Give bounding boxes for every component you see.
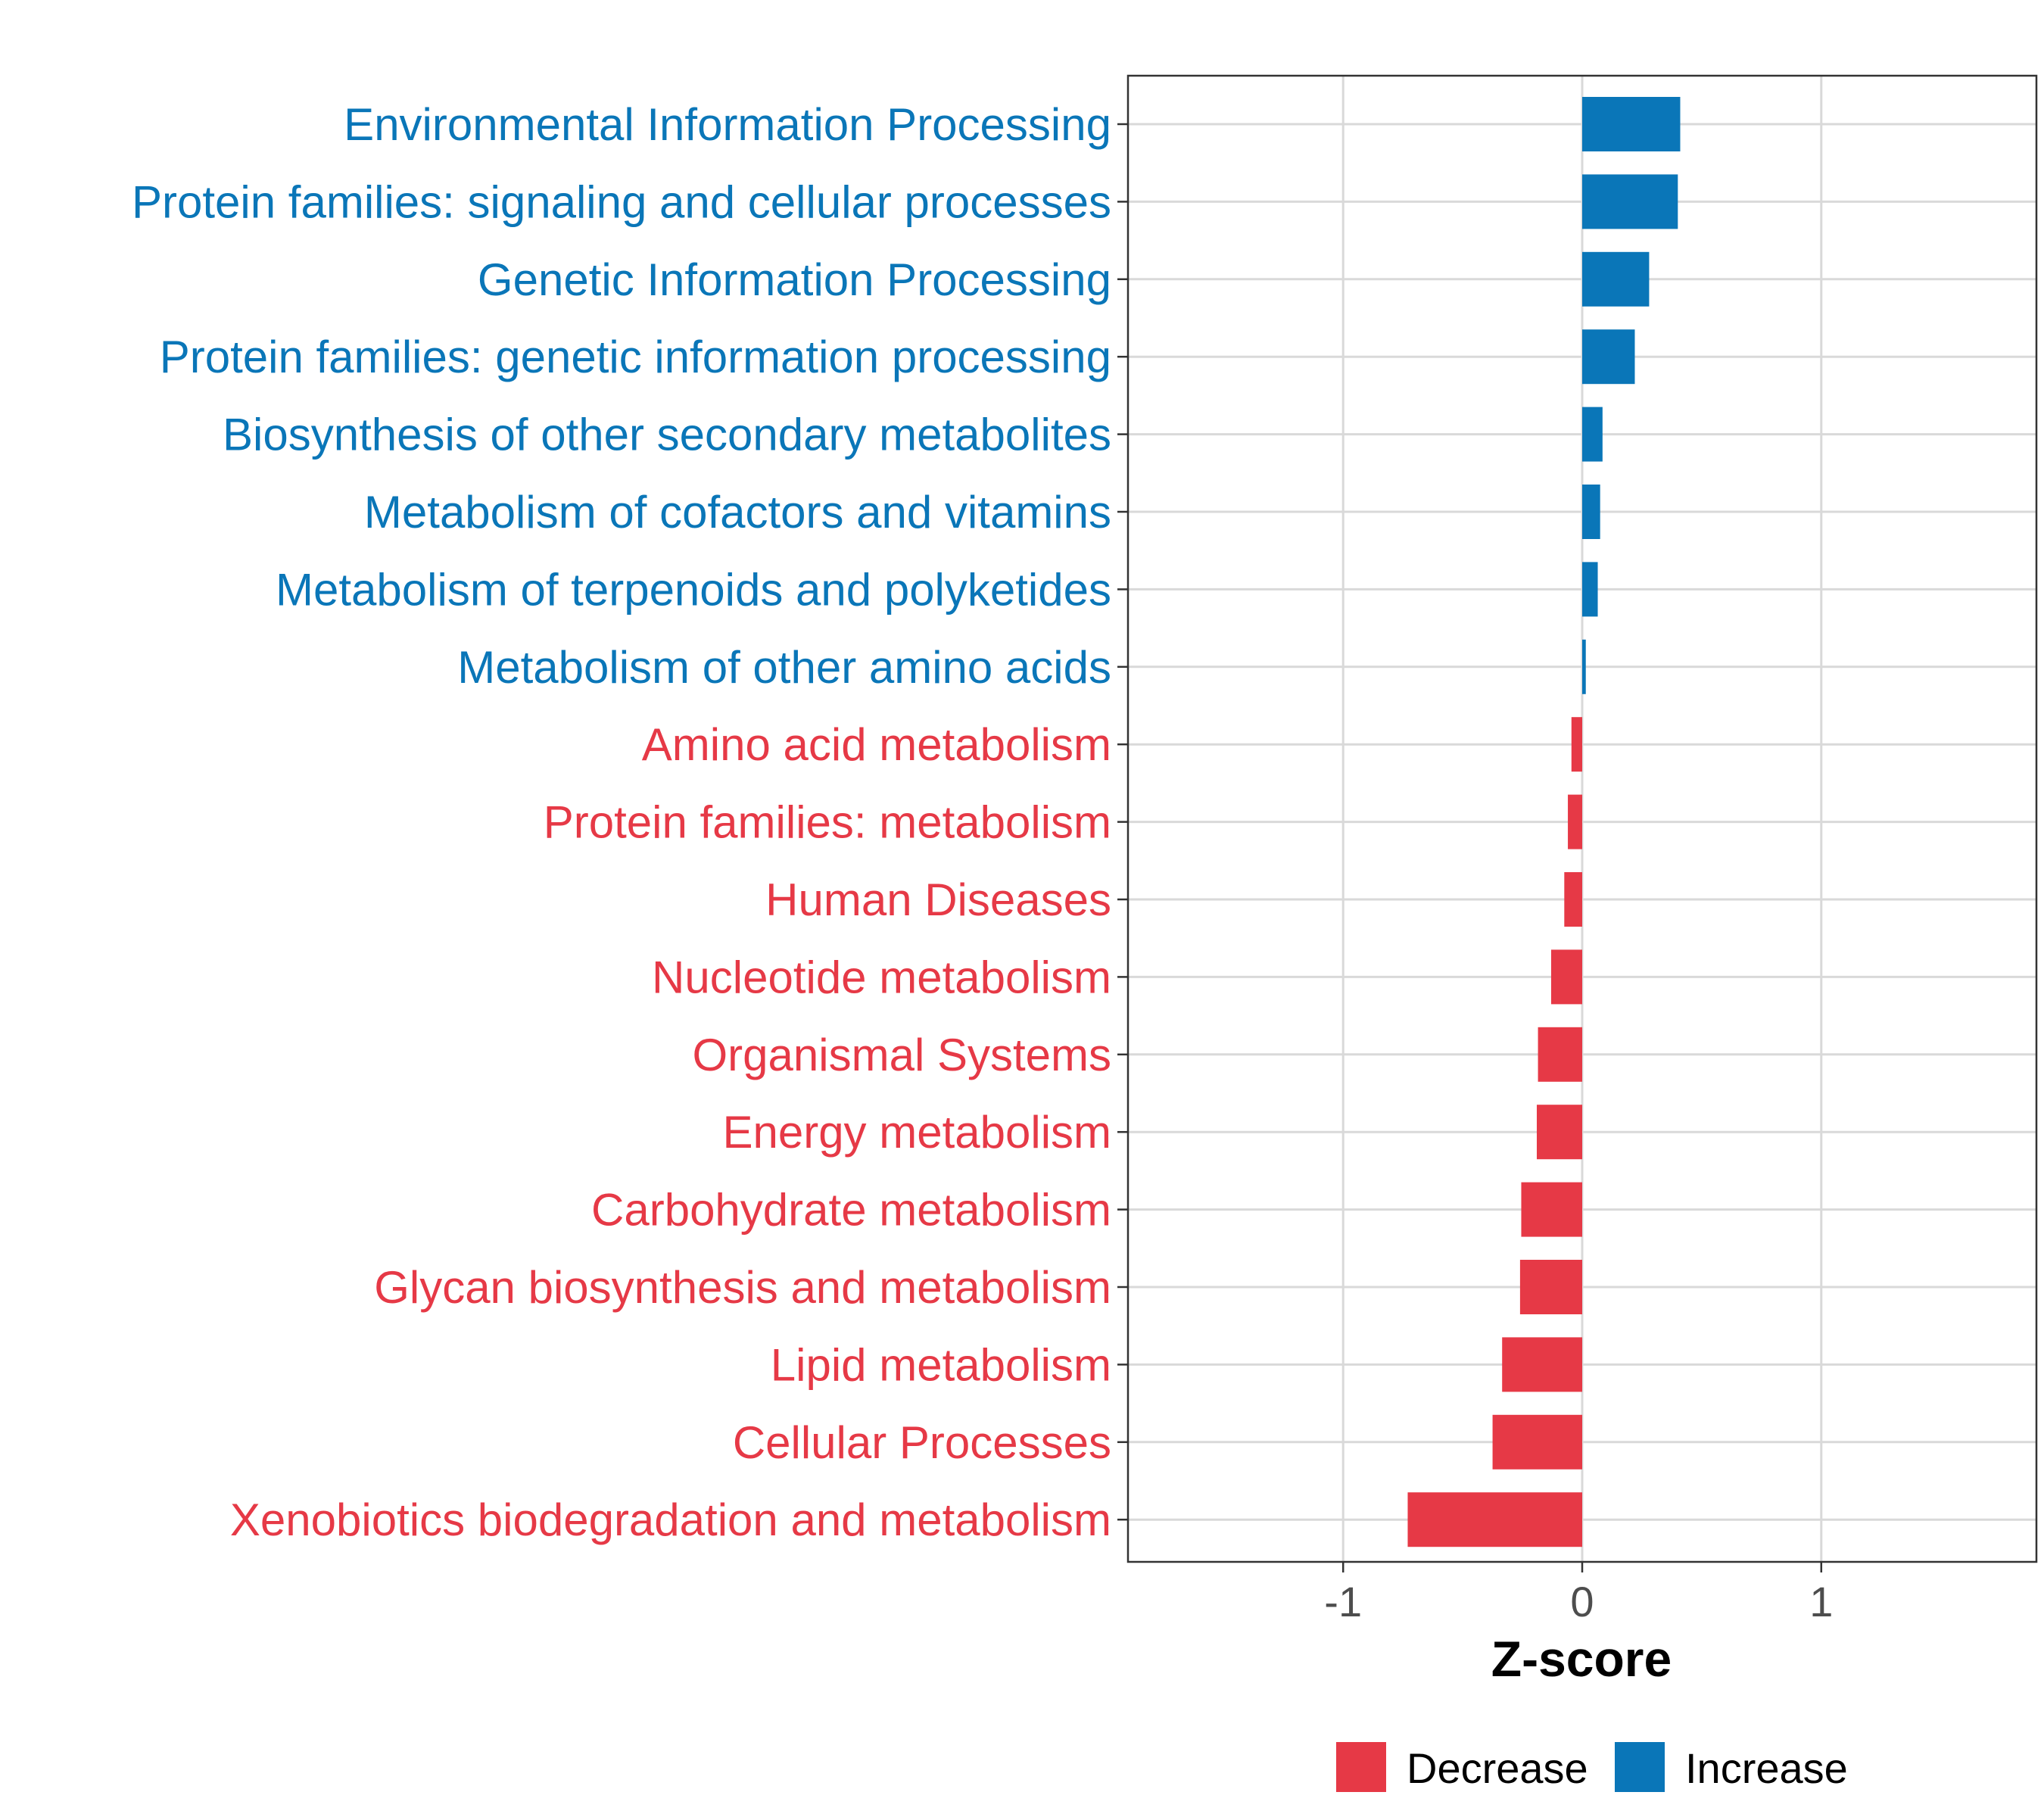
bar-organismal-systems (1538, 1027, 1582, 1082)
y-label-protein-families-signaling-and-cellular-processes: Protein families: signaling and cellular… (132, 176, 1111, 227)
legend-key-increase (1615, 1742, 1665, 1792)
x-axis-ticks (1341, 1562, 1823, 1572)
bar-energy-metabolism (1537, 1105, 1582, 1160)
y-label-biosynthesis-of-other-secondary-metabolites: Biosynthesis of other secondary metaboli… (223, 410, 1111, 460)
bar-amino-acid-metabolism (1571, 717, 1582, 772)
y-label-nucleotide-metabolism: Nucleotide metabolism (652, 952, 1111, 1002)
bar-protein-families-signaling-and-cellular-processes (1582, 174, 1678, 229)
x-axis-labels: -1 0 1 (1324, 1578, 1833, 1625)
y-label-metabolism-of-terpenoids-and-polyketides: Metabolism of terpenoids and polyketides (276, 564, 1111, 615)
bar-human-diseases (1564, 872, 1582, 927)
x-tick-label-0: 0 (1570, 1578, 1594, 1625)
legend-label-decrease: Decrease (1407, 1744, 1588, 1792)
y-label-glycan-biosynthesis-and-metabolism: Glycan biosynthesis and metabolism (374, 1262, 1111, 1313)
y-axis-ticks (1117, 123, 1128, 1521)
y-label-xenobiotics-biodegradation-and-metabolism: Xenobiotics biodegradation and metabolis… (230, 1494, 1111, 1545)
y-label-energy-metabolism: Energy metabolism (722, 1107, 1111, 1158)
y-label-carbohydrate-metabolism: Carbohydrate metabolism (591, 1185, 1111, 1236)
bar-glycan-biosynthesis-and-metabolism (1519, 1260, 1582, 1314)
y-label-protein-families-genetic-information-processing: Protein families: genetic information pr… (160, 332, 1111, 382)
bar-metabolism-of-other-amino-acids (1582, 639, 1586, 694)
y-label-lipid-metabolism: Lipid metabolism (771, 1339, 1111, 1390)
legend: Decrease Increase (1336, 1742, 1848, 1792)
bar-genetic-information-processing (1582, 251, 1650, 307)
bar-metabolism-of-terpenoids-and-polyketides (1582, 562, 1598, 617)
bar-biosynthesis-of-other-secondary-metabolites (1582, 407, 1603, 462)
bar-carbohydrate-metabolism (1521, 1182, 1582, 1237)
y-label-protein-families-metabolism: Protein families: metabolism (544, 797, 1111, 848)
bar-protein-families-metabolism (1568, 794, 1582, 849)
bar-lipid-metabolism (1502, 1337, 1582, 1392)
legend-key-decrease (1336, 1742, 1386, 1792)
bar-environmental-information-processing (1582, 97, 1681, 151)
x-tick-label-1: -1 (1324, 1578, 1362, 1625)
y-label-metabolism-of-cofactors-and-vitamins: Metabolism of cofactors and vitamins (364, 487, 1111, 538)
y-label-cellular-processes: Cellular Processes (733, 1417, 1111, 1468)
bar-protein-families-genetic-information-processing (1582, 329, 1635, 385)
y-label-genetic-information-processing: Genetic Information Processing (478, 254, 1111, 305)
y-label-organismal-systems: Organismal Systems (693, 1030, 1111, 1080)
y-axis-labels: Environmental Information Processing Prot… (132, 99, 1111, 1545)
legend-label-increase: Increase (1685, 1744, 1848, 1792)
y-label-metabolism-of-other-amino-acids: Metabolism of other amino acids (457, 642, 1111, 693)
y-label-amino-acid-metabolism: Amino acid metabolism (642, 719, 1111, 770)
y-label-environmental-information-processing: Environmental Information Processing (344, 99, 1111, 150)
bar-xenobiotics-biodegradation-and-metabolism (1407, 1492, 1582, 1547)
y-label-human-diseases: Human Diseases (765, 874, 1111, 925)
x-axis-title: Z-score (1491, 1631, 1672, 1687)
bar-nucleotide-metabolism (1550, 949, 1582, 1005)
bars (1407, 97, 1681, 1547)
bar-cellular-processes (1492, 1414, 1582, 1469)
x-tick-label-1: 1 (1809, 1578, 1833, 1625)
bar-metabolism-of-cofactors-and-vitamins (1582, 485, 1600, 539)
